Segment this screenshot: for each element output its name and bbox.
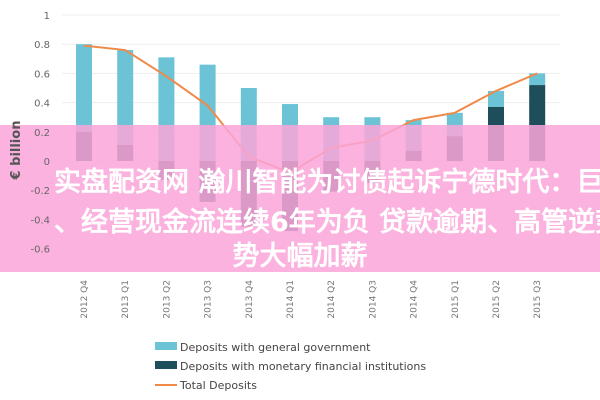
bar-general-government	[117, 50, 134, 145]
overlay-title-line-1: 实盘配资网 瀚川智能为讨债起诉宁德时代：巨亏1	[54, 167, 600, 198]
bar-general-government	[76, 44, 92, 132]
legend-label: Total Deposits	[179, 379, 257, 392]
legend-swatch	[155, 361, 177, 369]
title-overlay-banner: 实盘配资网 瀚川智能为讨债起诉宁德时代：巨亏1 、经营现金流连续6年为负 贷款逾…	[0, 125, 600, 272]
legend-swatch	[155, 342, 177, 350]
bar-general-government	[488, 90, 504, 107]
bar-general-government	[529, 73, 546, 86]
overlay-title-line-3: 势大幅加薪	[232, 241, 368, 272]
legend-label: Deposits with general government	[180, 341, 371, 354]
legend-label: Deposits with monetary financial institu…	[180, 360, 426, 373]
